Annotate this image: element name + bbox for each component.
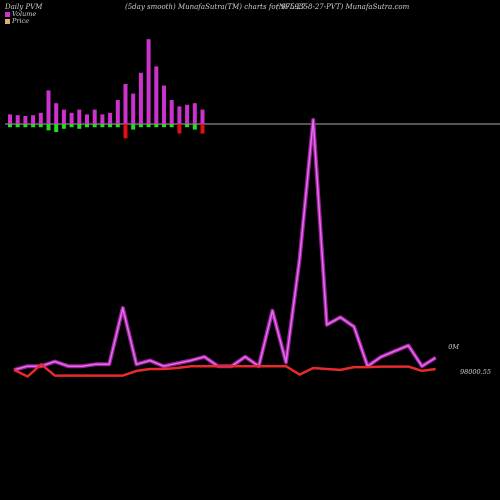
volume-bar-up: [8, 114, 12, 124]
legend-volume: Volume: [5, 10, 36, 18]
volume-bar-down: [54, 124, 59, 132]
volume-bar-down: [46, 124, 51, 131]
volume-bar-up: [131, 93, 136, 124]
volume-bar-down: [169, 124, 174, 128]
volume-bar-down: [185, 124, 190, 128]
chart-title: (5day smooth) MunafaSutra(TM) charts for…: [125, 3, 308, 11]
volume-bar-down: [108, 124, 113, 128]
volume-bar-up: [123, 84, 128, 124]
legend-volume-label: Volume: [12, 10, 37, 18]
volume-bar-down: [77, 124, 82, 129]
volume-bar-down: [61, 124, 66, 129]
volume-bar-up: [38, 112, 43, 124]
legend-price-swatch: [5, 18, 10, 24]
price-line: [13, 363, 436, 378]
price-axis-label: 98000.55: [459, 368, 491, 376]
volume-bar-up: [138, 72, 143, 124]
volume-bar-up: [77, 109, 82, 124]
volume-bar-down: [192, 124, 197, 130]
volume-bar-up: [92, 109, 97, 124]
volume-bar-up: [169, 100, 174, 124]
legend-price: Price: [5, 17, 29, 25]
volume-bar-down: [162, 124, 166, 128]
volume-bar-down: [92, 124, 97, 128]
volume-bar-down: [123, 124, 128, 139]
volume-bar-down: [8, 124, 12, 128]
volume-bar-down: [15, 124, 20, 128]
volume-bar-up: [200, 109, 205, 124]
chart-label-left: Daily PVM: [5, 3, 43, 11]
volume-bar-down: [38, 124, 43, 128]
volume-bar-down: [100, 124, 105, 128]
volume-bar-up: [115, 100, 120, 124]
volume-bar-up: [185, 104, 190, 124]
volume-bar-up: [177, 106, 182, 124]
volume-bar-down: [115, 124, 120, 128]
volume-bar-up: [192, 103, 197, 124]
volume-bar-up: [61, 109, 66, 124]
volume-bar-down: [23, 124, 28, 128]
volume-bar-up: [23, 116, 28, 124]
volume-bar-up: [154, 66, 159, 124]
volume-bar-down: [85, 124, 89, 128]
volume-bar-up: [162, 85, 166, 124]
volume-bar-up: [69, 112, 74, 124]
volume-bar-up: [54, 103, 59, 124]
volume-bar-down: [69, 124, 74, 128]
volume-bar-up: [31, 115, 36, 124]
volume-line: [13, 119, 436, 371]
volume-bar-up: [46, 90, 51, 124]
volume-bar-up: [85, 114, 89, 124]
legend-volume-swatch: [5, 11, 10, 17]
volume-bar-down: [200, 124, 205, 134]
volume-bar-down: [138, 124, 143, 128]
chart-site-label: (NFL-27-8-27-PVT) MunafaSutra.com: [276, 3, 410, 11]
volume-bar-up: [15, 115, 20, 124]
volume-line-glow: [13, 117, 437, 372]
volume-bar-up: [100, 114, 105, 124]
volume-bar-down: [177, 124, 182, 134]
volume-bar-down: [154, 124, 159, 128]
volume-bar-down: [31, 124, 36, 128]
volume-bar-up: [146, 39, 151, 125]
legend-price-label: Price: [12, 17, 30, 25]
volume-bar-down: [131, 124, 136, 130]
volume-axis-label: 0M: [448, 343, 459, 351]
volume-bar-down: [146, 124, 151, 128]
volume-bar-up: [108, 112, 113, 124]
